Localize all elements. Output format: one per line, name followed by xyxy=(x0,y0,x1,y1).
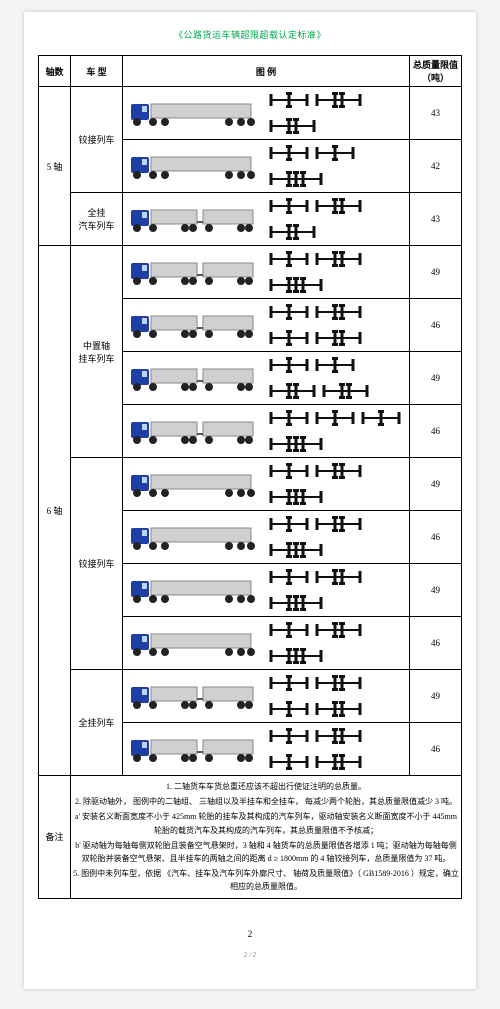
axle-diagram xyxy=(269,620,403,666)
illustration-row xyxy=(125,248,407,296)
illustration-row xyxy=(125,301,407,349)
illustration-row xyxy=(125,407,407,455)
illustration-cell xyxy=(123,299,410,352)
truck-icon xyxy=(129,575,259,605)
axle-count-cell: 6 轴 xyxy=(39,246,71,776)
table-row: 铰接列车 49 xyxy=(39,458,462,511)
truck-icon xyxy=(129,416,259,446)
axle-diagram xyxy=(269,196,403,242)
illustration-row xyxy=(125,513,407,561)
axle-diagram xyxy=(269,143,403,189)
truck-icon xyxy=(129,257,259,287)
footnote-line: 1. 二轴货车车货总重还应该不超出行使证注明的总质量。 xyxy=(73,780,459,793)
truck-icon xyxy=(129,363,259,393)
hdr-illus: 图 例 xyxy=(123,56,410,87)
truck-icon xyxy=(129,310,259,340)
document-title: 《公路货运车辆超限超载认定标准》 xyxy=(38,28,462,41)
illustration-cell xyxy=(123,405,410,458)
footnote-label: 备注 xyxy=(39,776,71,899)
axle-diagram xyxy=(269,567,403,613)
truck-icon xyxy=(129,469,259,499)
footnote-line: 5. 图例中未列车型，依据 《汽车、挂车及汽车列车外廓尺寸、 轴荷及质量限值》（… xyxy=(73,867,459,893)
truck-icon xyxy=(129,98,259,128)
mass-limit-cell: 49 xyxy=(410,458,462,511)
illustration-cell xyxy=(123,511,410,564)
illustration-row xyxy=(125,195,407,243)
illustration-cell xyxy=(123,617,410,670)
mass-limit-cell: 46 xyxy=(410,299,462,352)
footnote-line: b' 驱动轴为每轴每侧双轮胎且装备空气悬架时，3 轴和 4 轴货车的总质量限值各… xyxy=(73,839,459,865)
axle-diagram xyxy=(269,726,403,772)
truck-icon xyxy=(129,681,259,711)
illustration-cell xyxy=(123,140,410,193)
table-row: 5 轴铰接列车 43 xyxy=(39,87,462,140)
illustration-row xyxy=(125,354,407,402)
truck-icon xyxy=(129,151,259,181)
illustration-row xyxy=(125,89,407,137)
illustration-row xyxy=(125,142,407,190)
illustration-cell xyxy=(123,723,410,776)
mass-limit-cell: 49 xyxy=(410,246,462,299)
axle-diagram xyxy=(269,355,403,401)
mass-limit-cell: 49 xyxy=(410,352,462,405)
vehicle-type-cell: 中置轴 挂车列车 xyxy=(71,246,123,458)
spec-table: 轴数 车 型 图 例 总质量限值 （吨） 5 轴铰接列车 43 42全挂 汽车列… xyxy=(38,55,462,899)
mass-limit-cell: 46 xyxy=(410,405,462,458)
mass-limit-cell: 49 xyxy=(410,670,462,723)
vehicle-type-cell: 全挂 汽车列车 xyxy=(71,193,123,246)
table-row: 6 轴中置轴 挂车列车 49 xyxy=(39,246,462,299)
table-row: 全挂 汽车列车 43 xyxy=(39,193,462,246)
axle-count-cell: 5 轴 xyxy=(39,87,71,246)
mass-limit-cell: 46 xyxy=(410,511,462,564)
axle-diagram xyxy=(269,461,403,507)
axle-diagram xyxy=(269,673,403,719)
page: 《公路货运车辆超限超载认定标准》 轴数 车 型 图 例 总质量限值 （吨） 5 … xyxy=(24,12,476,989)
illustration-cell xyxy=(123,458,410,511)
axle-diagram xyxy=(269,302,403,348)
mass-limit-cell: 46 xyxy=(410,723,462,776)
footnote-line: 2. 除驱动轴外， 图例中的二轴组、 三轴组以及半挂车和全挂车， 每减少两个轮胎… xyxy=(73,795,459,808)
axle-diagram xyxy=(269,514,403,560)
illustration-cell xyxy=(123,670,410,723)
truck-icon xyxy=(129,628,259,658)
illustration-cell xyxy=(123,193,410,246)
page-index: 2 / 2 xyxy=(38,951,462,959)
truck-icon xyxy=(129,522,259,552)
illustration-cell xyxy=(123,352,410,405)
illustration-row xyxy=(125,672,407,720)
footnote-row: 备注1. 二轴货车车货总重还应该不超出行使证注明的总质量。 2. 除驱动轴外， 图… xyxy=(39,776,462,899)
truck-icon xyxy=(129,204,259,234)
hdr-mass: 总质量限值 （吨） xyxy=(410,56,462,87)
table-row: 全挂列车 49 xyxy=(39,670,462,723)
illustration-cell xyxy=(123,246,410,299)
spec-tbody: 5 轴铰接列车 43 42全挂 汽车列车 436 轴中置轴 挂车列车 49 xyxy=(39,87,462,899)
illustration-row xyxy=(125,619,407,667)
hdr-axles: 轴数 xyxy=(39,56,71,87)
mass-limit-cell: 49 xyxy=(410,564,462,617)
illustration-row xyxy=(125,725,407,773)
vehicle-type-cell: 铰接列车 xyxy=(71,458,123,670)
truck-icon xyxy=(129,734,259,764)
mass-limit-cell: 46 xyxy=(410,617,462,670)
footnote-body: 1. 二轴货车车货总重还应该不超出行使证注明的总质量。 2. 除驱动轴外， 图例中… xyxy=(71,776,462,899)
illustration-cell xyxy=(123,87,410,140)
mass-limit-cell: 43 xyxy=(410,87,462,140)
illustration-cell xyxy=(123,564,410,617)
mass-limit-cell: 43 xyxy=(410,193,462,246)
vehicle-type-cell: 铰接列车 xyxy=(71,87,123,193)
vehicle-type-cell: 全挂列车 xyxy=(71,670,123,776)
axle-diagram xyxy=(269,408,403,454)
illustration-row xyxy=(125,460,407,508)
footnote-line: a' 安装名义断面宽度不小于 425mm 轮胎的挂车及其构成的汽车列车，驱动轴安… xyxy=(73,810,459,836)
axle-diagram xyxy=(269,249,403,295)
mass-limit-cell: 42 xyxy=(410,140,462,193)
page-number: 2 xyxy=(38,929,462,939)
axle-diagram xyxy=(269,90,403,136)
illustration-row xyxy=(125,566,407,614)
hdr-type: 车 型 xyxy=(71,56,123,87)
